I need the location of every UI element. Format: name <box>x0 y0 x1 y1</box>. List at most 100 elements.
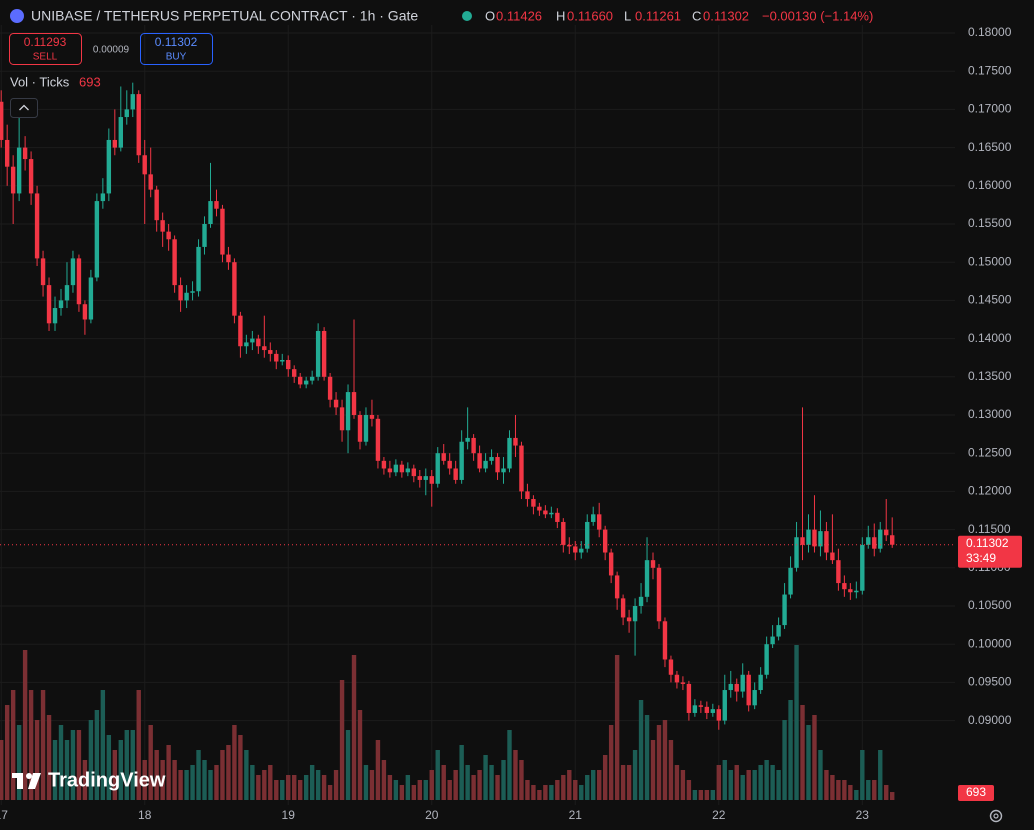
candle-body <box>274 353 279 362</box>
volume-bar <box>292 775 297 800</box>
volume-bar <box>375 740 381 800</box>
volume-bar <box>459 745 464 800</box>
candle-body <box>860 544 865 591</box>
branding-logo <box>12 773 41 789</box>
volume-bar <box>860 750 865 800</box>
candle-body <box>519 445 524 492</box>
candle-body <box>429 476 434 484</box>
volume-bar <box>363 765 369 800</box>
volume-label-box <box>958 785 994 801</box>
candle-body <box>220 208 225 255</box>
volume-bar <box>495 775 500 800</box>
volume-bar <box>214 765 219 800</box>
axis-layer: 0.18000 0.17500 0.17000 0.16500 0.16000 0.155… <box>0 25 1022 822</box>
x-tick-label: 21 <box>569 808 583 822</box>
candle-body <box>668 659 674 675</box>
x-tick-label: 19 <box>282 808 296 822</box>
volume-bar <box>698 790 704 800</box>
candle-body <box>339 407 345 431</box>
volume-bar <box>632 750 638 800</box>
candle-body <box>704 706 710 713</box>
volume-bar <box>40 690 46 800</box>
volume-bar <box>130 730 135 800</box>
volume-bar <box>567 770 572 800</box>
volume-bar <box>483 755 488 800</box>
volume-bar <box>411 785 417 800</box>
x-tick-label: 17 <box>0 808 8 822</box>
candle-body <box>513 437 518 446</box>
volume-bar <box>489 765 494 800</box>
symbol-logo <box>10 9 24 23</box>
candle-body <box>495 457 500 473</box>
volume-bar <box>16 725 22 800</box>
candle-body <box>106 139 112 194</box>
candle-body <box>16 147 22 194</box>
grid <box>0 25 955 805</box>
volume-layer <box>0 645 895 800</box>
volume-bar <box>788 700 793 800</box>
candle-body <box>543 510 548 515</box>
volume-bar <box>52 740 58 800</box>
candle-body <box>842 583 847 590</box>
candle-body <box>650 560 656 568</box>
candle-body <box>752 690 757 706</box>
volume-bar <box>668 740 674 800</box>
candle-body <box>579 548 584 553</box>
volume-bar <box>848 785 853 800</box>
volume-bar <box>238 735 243 800</box>
candle-body <box>447 460 452 469</box>
ohlc-value: 0.11261 <box>635 8 681 23</box>
candle-body <box>327 376 333 400</box>
sell-button[interactable] <box>9 33 82 65</box>
x-tick-label: 22 <box>712 808 726 822</box>
candle-body <box>381 460 387 469</box>
candle-body <box>656 567 662 622</box>
candle-body <box>303 380 309 385</box>
collapse-button[interactable] <box>10 98 38 118</box>
volume-bar <box>351 655 357 800</box>
y-tick-label: 0.09000 <box>968 713 1012 727</box>
candle-body <box>130 94 135 110</box>
candle-body <box>64 285 70 301</box>
volume-bar <box>716 765 721 800</box>
volume-bar <box>184 770 189 800</box>
candle-body <box>309 376 315 381</box>
candle-body <box>734 683 739 692</box>
candle-body <box>286 359 291 370</box>
candle-body <box>632 606 638 622</box>
candle-body <box>465 437 470 442</box>
settings-icon[interactable] <box>989 809 1003 823</box>
volume-bar <box>82 760 88 800</box>
y-tick-label: 0.13000 <box>968 407 1012 421</box>
candle-body <box>806 529 811 545</box>
countdown: 33:49 <box>966 551 996 565</box>
volume-bar <box>662 720 668 800</box>
volume-bar <box>471 775 476 800</box>
volume-bar <box>477 770 482 800</box>
buy-button[interactable] <box>140 33 213 65</box>
volume-bar <box>692 790 698 800</box>
volume-bar <box>315 770 321 800</box>
candle-body <box>375 418 381 461</box>
candle-body <box>238 315 243 347</box>
candle-body <box>872 537 877 549</box>
volume-bar <box>405 775 411 800</box>
candle-body <box>268 350 273 354</box>
volume-bar <box>46 715 52 800</box>
volume-bar <box>88 720 94 800</box>
volume-bar <box>100 690 106 800</box>
candle-body <box>28 159 34 194</box>
candle-body <box>794 537 799 568</box>
candle-body <box>232 262 237 316</box>
candle-body <box>644 560 650 597</box>
candle-body <box>256 338 261 347</box>
volume-bar <box>800 705 805 800</box>
volume-bar <box>884 785 889 800</box>
volume-bar <box>94 710 100 800</box>
candle-body <box>417 476 422 480</box>
candle-body <box>483 460 488 469</box>
volume-bar <box>297 780 303 800</box>
volume-bar <box>250 765 255 800</box>
x-tick-label: 23 <box>856 808 870 822</box>
candle-body <box>620 598 626 618</box>
